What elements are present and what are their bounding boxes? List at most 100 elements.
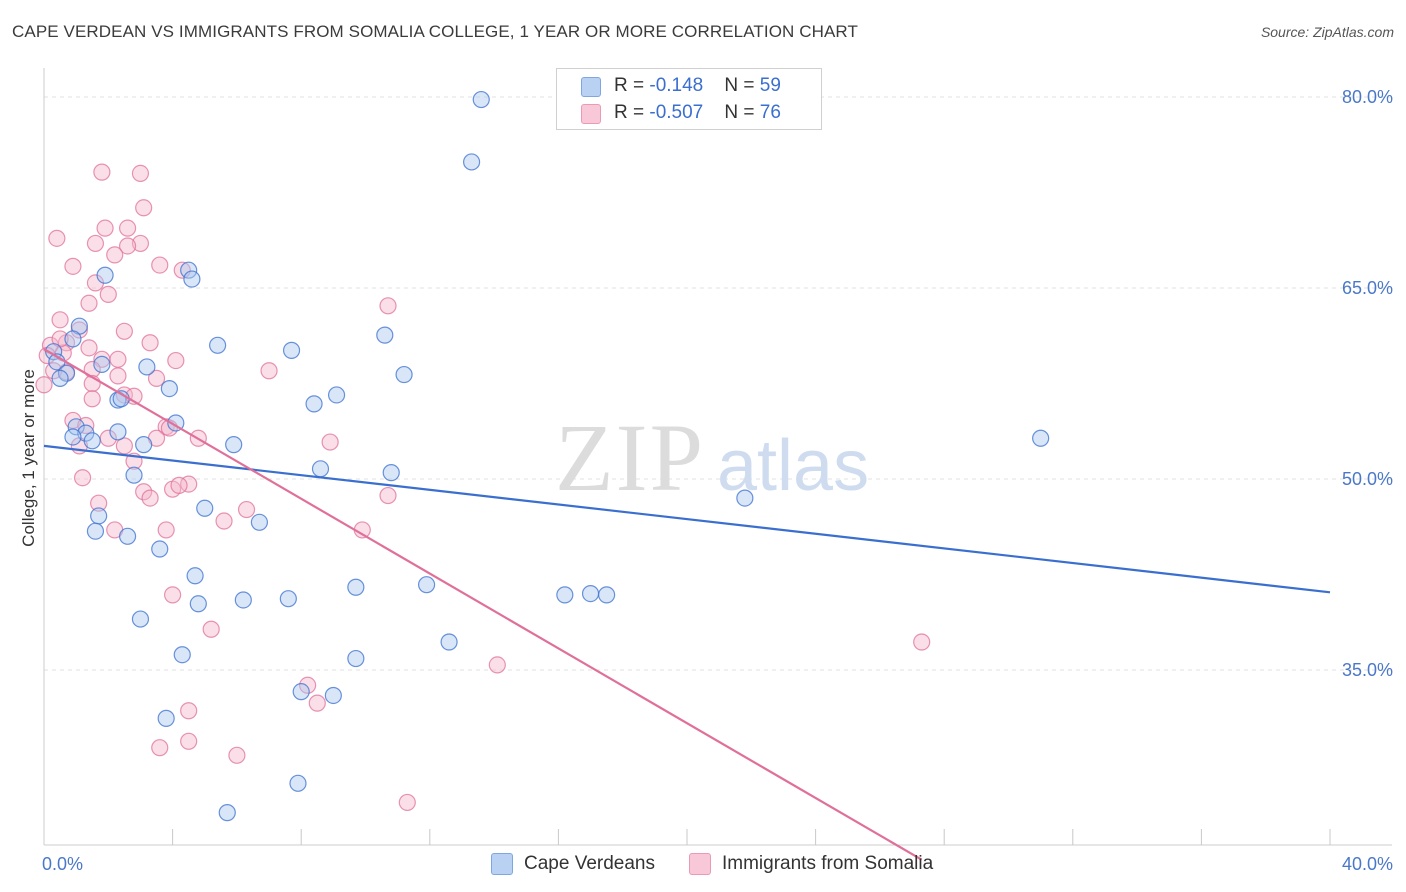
cape-verdean-point (250, 513, 269, 531)
somalia-point (170, 476, 188, 494)
cape-verdean-trend-line (43, 444, 1331, 594)
cape-verdean-point (1032, 429, 1050, 447)
x-tick-labels: 0.0% 40.0% (42, 854, 1393, 874)
cape-verdean-point (96, 266, 114, 284)
cape-verdean-point (67, 418, 85, 436)
cape-verdean-point (282, 341, 301, 359)
somalia-point (228, 746, 246, 764)
somalia-point (379, 297, 397, 315)
correlation-legend: R = -0.148 N = 59 R = -0.507 N = 76 (556, 68, 822, 130)
cape-verdean-point (598, 586, 616, 604)
cape-verdean-point (125, 466, 143, 484)
somalia-point (141, 489, 159, 507)
cape-verdean-point (440, 633, 458, 651)
somalia-point (99, 285, 117, 303)
somalia-point (35, 376, 53, 394)
cape-verdean-point (324, 686, 342, 705)
cape-verdean-point (83, 432, 101, 450)
cape-verdean-point (311, 460, 330, 478)
cape-verdean-point (347, 649, 365, 668)
somalia-point (73, 469, 92, 487)
cape-verdean-point (138, 358, 156, 376)
somalia-point (135, 199, 153, 217)
source-label: Source: ZipAtlas.com (1260, 24, 1394, 40)
somalia-point (215, 512, 233, 530)
series-cape-verdean-points (45, 90, 1050, 822)
somalia-point (913, 633, 931, 651)
cape-verdean-point (289, 774, 307, 792)
somalia-point (488, 656, 506, 674)
y-tick-label: 35.0% (1342, 660, 1393, 680)
cape-verdean-point (556, 586, 574, 604)
somalia-point (83, 390, 101, 408)
somalia-point (51, 311, 69, 329)
cape-verdean-point (183, 270, 201, 288)
watermark-atlas: atlas (717, 426, 869, 506)
bottom-legend-swatch-blue (491, 853, 513, 875)
bottom-legend-swatch-pink (689, 853, 711, 875)
cape-verdean-point (64, 428, 82, 446)
somalia-point (237, 500, 256, 519)
somalia-point (260, 362, 278, 380)
y-tick-label: 65.0% (1342, 278, 1393, 298)
somalia-point (118, 237, 137, 255)
cape-verdean-point (382, 464, 400, 482)
somalia-point (96, 219, 114, 237)
cape-verdean-point (180, 261, 198, 279)
legend-swatch-pink (581, 104, 601, 124)
somalia-point (151, 256, 169, 274)
somalia-point (80, 294, 98, 312)
cape-verdean-point (151, 540, 169, 558)
somalia-point (115, 437, 133, 455)
cape-verdean-point (327, 386, 346, 404)
cape-verdean-point (135, 436, 153, 454)
cape-verdean-point (131, 610, 150, 628)
cape-verdean-point (395, 365, 413, 384)
bottom-legend-label: Immigrants from Somalia (722, 853, 934, 874)
somalia-point (93, 163, 111, 181)
y-tick-label: 50.0% (1342, 469, 1393, 489)
cape-verdean-point (462, 153, 481, 171)
somalia-point (202, 620, 220, 638)
cape-verdean-point (64, 330, 82, 348)
legend-swatch-blue (581, 77, 601, 97)
somalia-trend-line (43, 348, 923, 861)
legend-r-label: R = (614, 102, 650, 123)
legend-n-value: 59 (759, 75, 781, 96)
legend-n-label: N = (724, 102, 760, 123)
y-tick-label: 80.0% (1342, 87, 1393, 107)
somalia-point (118, 219, 137, 237)
somalia-point (379, 486, 397, 505)
cape-verdean-point (93, 355, 111, 373)
bottom-legend-label: Cape Verdeans (524, 853, 655, 874)
chart-title: CAPE VERDEAN VS IMMIGRANTS FROM SOMALIA … (12, 22, 858, 41)
somalia-point (109, 367, 127, 385)
cape-verdean-point (279, 590, 297, 608)
somalia-point (115, 322, 133, 340)
cape-verdean-point (581, 584, 600, 603)
cape-verdean-point (45, 343, 63, 361)
legend-r-label: R = (614, 75, 650, 96)
somalia-point (147, 369, 166, 388)
axes (43, 68, 1392, 846)
cape-verdean-point (472, 90, 490, 109)
somalia-point (90, 494, 108, 512)
x-tick-label: 40.0% (1342, 854, 1393, 874)
somalia-point (167, 351, 185, 370)
somalia-point (308, 694, 326, 712)
cape-verdean-point (209, 336, 227, 354)
cape-verdean-point (86, 522, 105, 540)
somalia-point (70, 321, 88, 339)
cape-verdean-point (196, 499, 214, 517)
cape-verdean-point (292, 683, 310, 701)
watermark-zip: ZIP (555, 404, 705, 511)
somalia-point (180, 732, 198, 750)
cape-verdean-point (376, 326, 394, 344)
legend-n-value: 76 (759, 102, 781, 123)
somalia-point (64, 257, 82, 275)
somalia-point (180, 702, 198, 720)
cape-verdean-point (90, 507, 108, 525)
y-axis-label: College, 1 year or more (19, 369, 38, 547)
x-tick-label: 0.0% (42, 854, 83, 874)
somalia-point (151, 739, 169, 757)
